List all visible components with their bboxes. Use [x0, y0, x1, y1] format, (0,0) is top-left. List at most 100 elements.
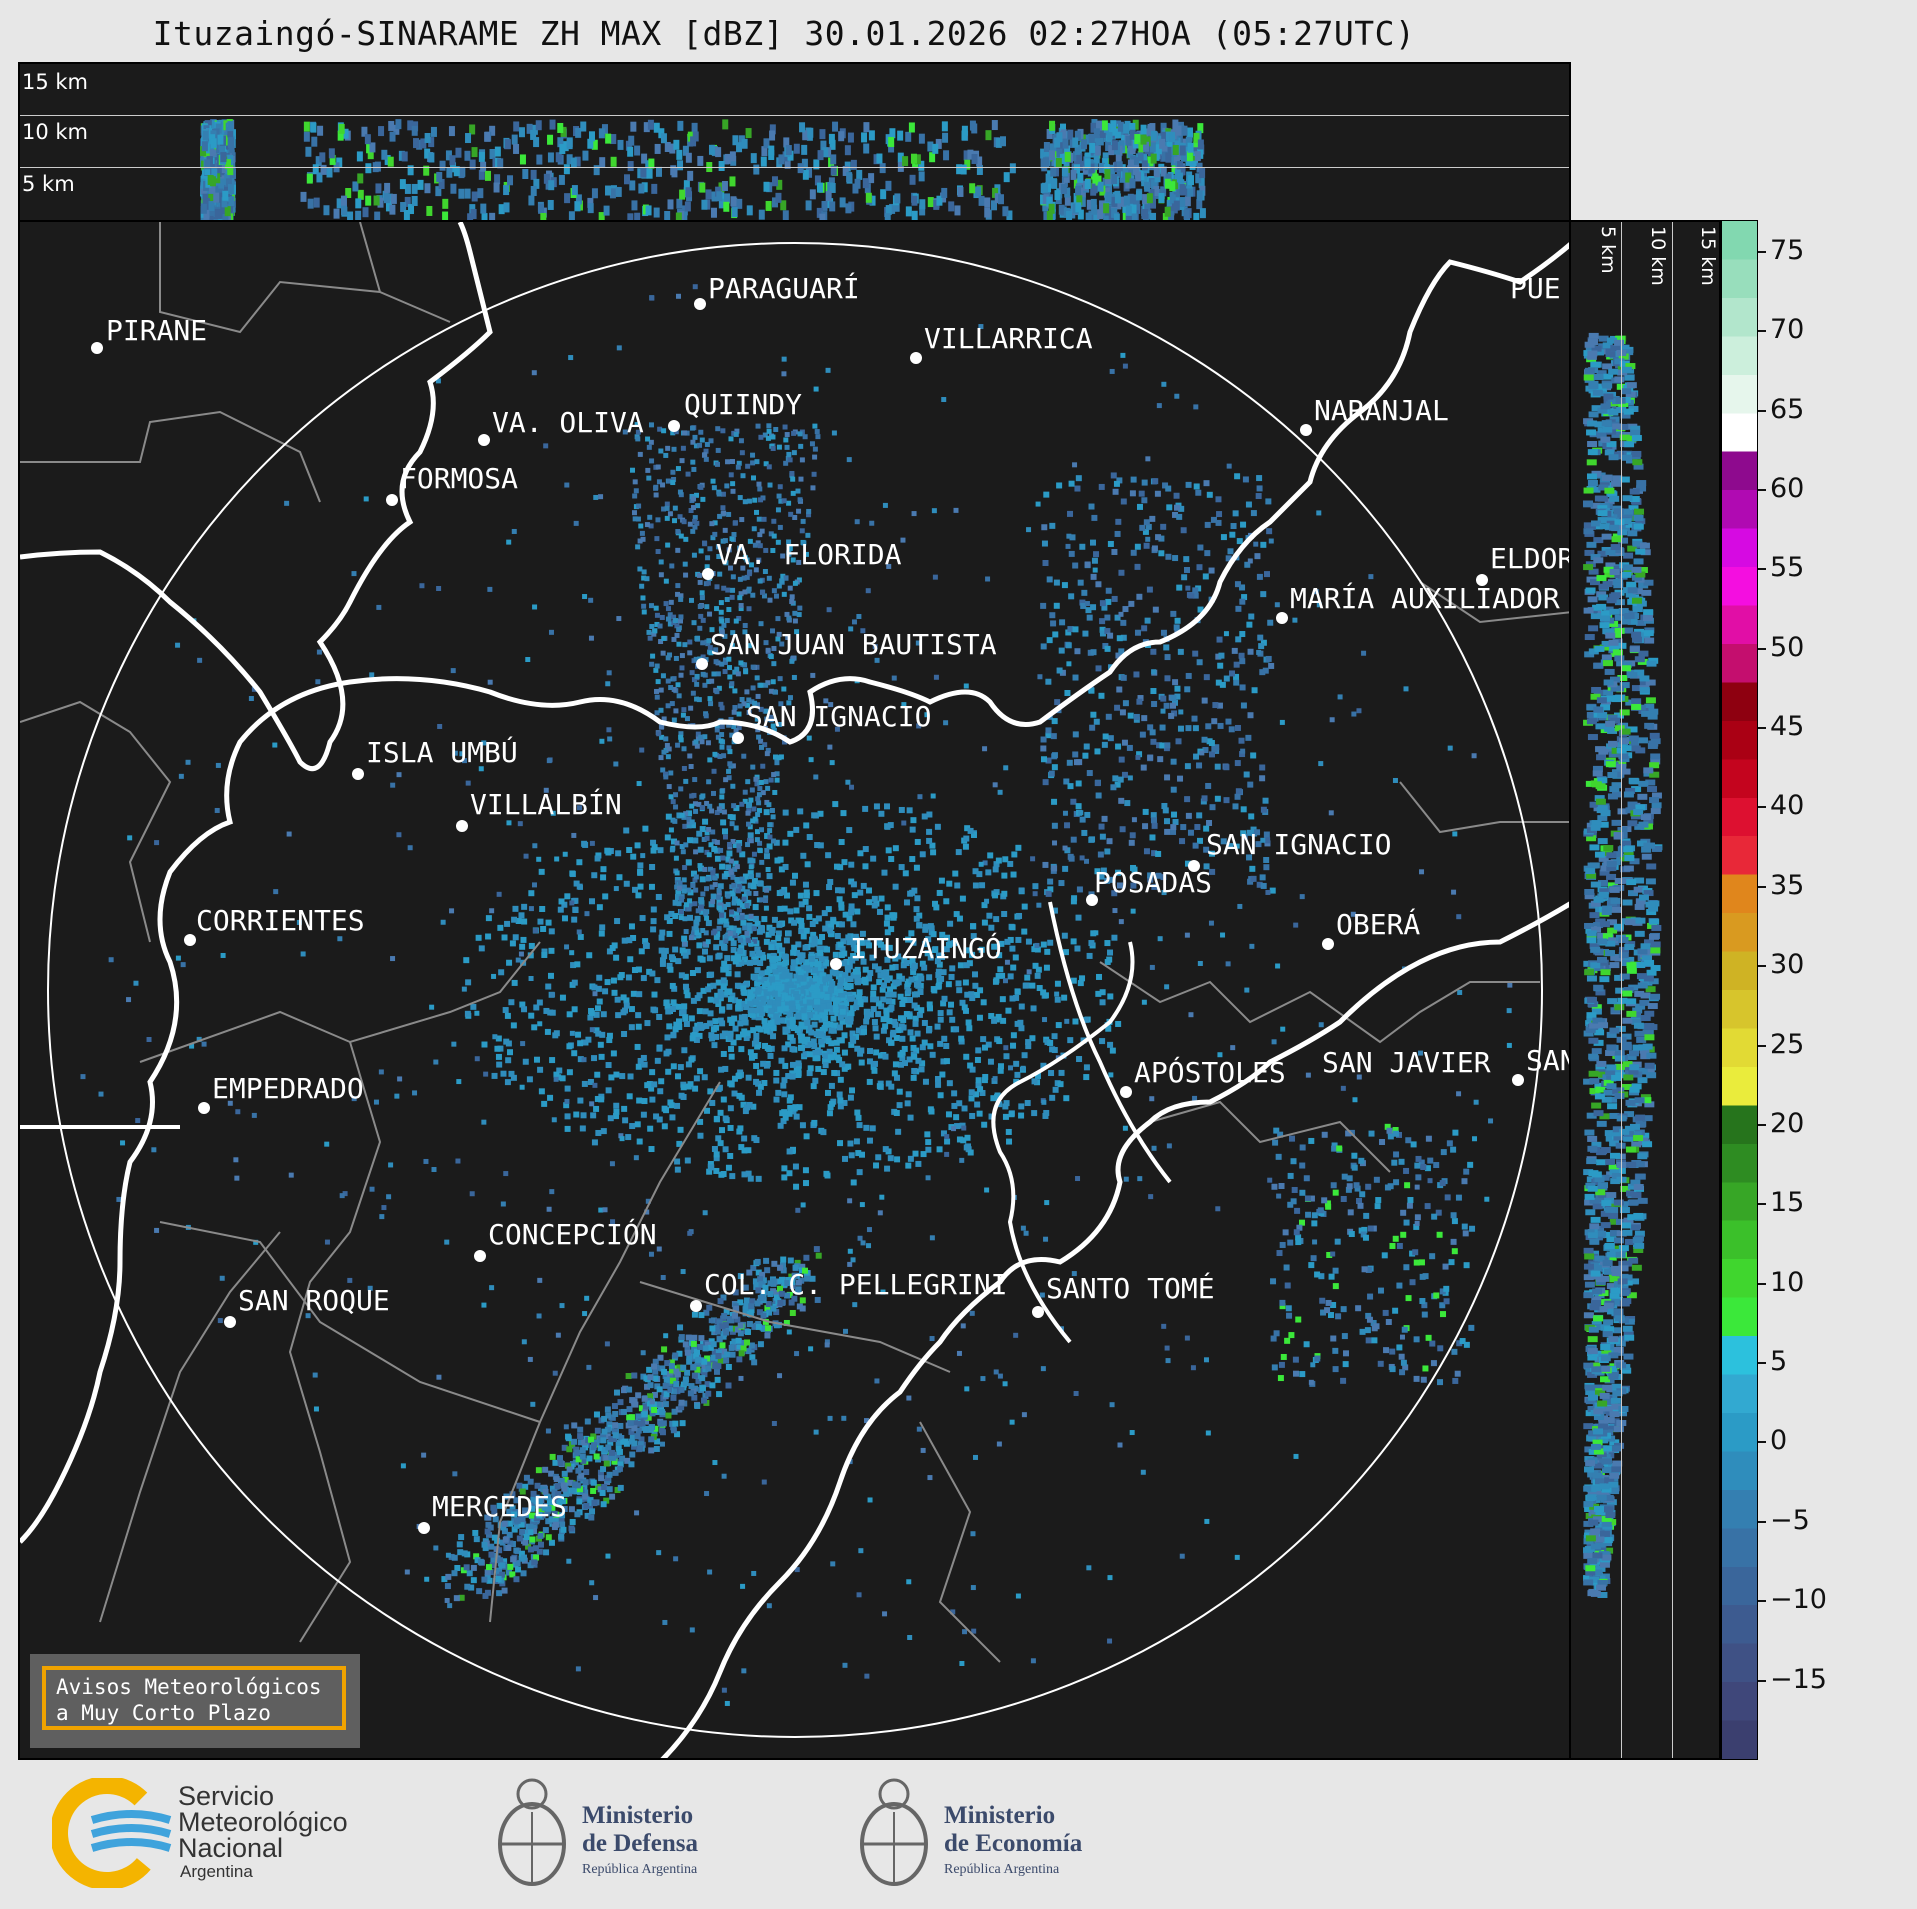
radar-echo-cell — [802, 898, 809, 905]
radar-echo-cell — [910, 817, 917, 824]
radar-echo-cell — [722, 965, 729, 972]
radar-echo-cell — [478, 169, 485, 180]
radar-echo-cell — [978, 946, 985, 953]
radar-echo-cell — [680, 1009, 687, 1016]
radar-echo-cell — [951, 1090, 958, 1097]
radar-echo-cell — [732, 933, 738, 939]
radar-echo-cell — [767, 1052, 774, 1059]
radar-echo-cell — [919, 851, 926, 858]
radar-echo-cell — [685, 1061, 692, 1068]
radar-echo-cell — [1085, 212, 1092, 220]
radar-map-panel[interactable]: PIRANE PARAGUARÍ VILLARRICA QUIINDY VA. … — [18, 220, 1571, 1760]
radar-echo-cell — [817, 842, 824, 849]
radar-echo-cell — [812, 1002, 819, 1009]
radar-echo-cell — [732, 135, 739, 146]
radar-echo-cell — [623, 997, 630, 1004]
radar-echo-cell — [300, 191, 307, 202]
radar-echo-cell — [885, 847, 892, 854]
radar-echo-cell — [648, 523, 654, 529]
radar-echo-cell — [803, 889, 810, 896]
radar-echo-cell — [716, 887, 722, 893]
radar-echo-cell — [1010, 1042, 1017, 1049]
radar-echo-cell — [829, 182, 836, 193]
radar-echo-cell — [743, 669, 749, 675]
radar-echo-cell — [990, 1095, 997, 1102]
radar-echo-cell — [388, 120, 395, 131]
radar-echo-cell — [1183, 209, 1190, 220]
radar-echo-cell — [770, 814, 776, 820]
radar-echo-cell — [749, 699, 755, 705]
radar-map-canvas — [20, 222, 1569, 1758]
radar-echo-cell — [1052, 146, 1059, 157]
radar-echo-cell — [627, 1073, 634, 1080]
radar-echo-cell — [836, 896, 843, 903]
radar-echo-cell — [1079, 196, 1086, 207]
radar-echo-cell — [736, 142, 743, 153]
radar-echo-cell — [785, 1015, 792, 1022]
radar-echo-cell — [924, 950, 931, 957]
radar-echo-cell — [710, 898, 716, 904]
radar-echo-cell — [393, 124, 400, 135]
radar-echo-cell — [758, 706, 764, 712]
radar-echo-cell — [721, 809, 727, 815]
radar-echo-cell — [739, 801, 745, 807]
radar-echo-cell — [1034, 972, 1041, 979]
radar-echo-cell — [810, 1014, 817, 1021]
radar-echo-cell — [744, 914, 750, 920]
radar-echo-cell — [228, 137, 235, 148]
radar-echo-cell — [416, 139, 423, 150]
radar-echo-cell — [898, 1023, 905, 1030]
radar-echo-cell — [708, 701, 714, 707]
radar-echo-cell — [548, 180, 555, 191]
radar-echo-cell — [847, 983, 854, 990]
radar-echo-cell — [697, 1118, 704, 1125]
radar-echo-cell — [494, 174, 501, 185]
radar-echo-cell — [571, 979, 578, 986]
radar-echo-cell — [937, 1040, 944, 1047]
radar-echo-cell — [766, 924, 773, 931]
radar-echo-cell — [585, 1036, 592, 1043]
radar-echo-cell — [871, 963, 878, 970]
radar-echo-cell — [659, 957, 666, 964]
radar-echo-cell — [411, 195, 418, 206]
radar-echo-cell — [732, 705, 738, 711]
radar-echo-cell — [912, 1015, 919, 1022]
radar-echo-cell — [692, 434, 698, 440]
radar-echo-cell — [311, 136, 318, 147]
radar-echo-cell — [878, 810, 885, 817]
radar-echo-cell — [649, 970, 656, 977]
radar-echo-cell — [828, 133, 835, 144]
radar-echo-cell — [206, 128, 213, 139]
radar-echo-cell — [992, 892, 999, 899]
radar-echo-cell — [822, 1062, 829, 1069]
radar-echo-cell — [796, 975, 803, 982]
radar-echo-cell — [675, 1018, 682, 1025]
radar-echo-cell — [637, 538, 643, 544]
radar-echo-cell — [770, 679, 776, 685]
radar-echo-cell — [539, 905, 546, 912]
radar-echo-cell — [485, 915, 492, 922]
radar-echo-cell — [967, 149, 974, 160]
radar-echo-cell — [681, 877, 687, 883]
radar-echo-cell — [705, 876, 711, 882]
radar-echo-cell — [320, 164, 327, 175]
radar-echo-cell — [970, 933, 977, 940]
radar-echo-cell — [820, 1129, 827, 1136]
radar-echo-cell — [364, 134, 371, 145]
radar-echo-cell — [710, 829, 716, 835]
radar-echo-cell — [1047, 886, 1054, 893]
radar-echo-cell — [439, 160, 446, 171]
radar-echo-cell — [694, 681, 700, 687]
radar-echo-cell — [777, 965, 784, 972]
radar-echo-cell — [691, 792, 697, 798]
radar-echo-cell — [738, 603, 744, 609]
radar-echo-cell — [798, 476, 804, 482]
radar-echo-cell — [731, 930, 737, 936]
radar-echo-cell — [594, 1005, 601, 1012]
radar-echo-cell — [891, 1070, 898, 1077]
radar-echo-cell — [1129, 122, 1136, 133]
radar-echo-cell — [771, 518, 777, 524]
radar-echo-cell — [692, 515, 698, 521]
radar-echo-cell — [768, 714, 774, 720]
radar-echo-cell — [764, 716, 770, 722]
